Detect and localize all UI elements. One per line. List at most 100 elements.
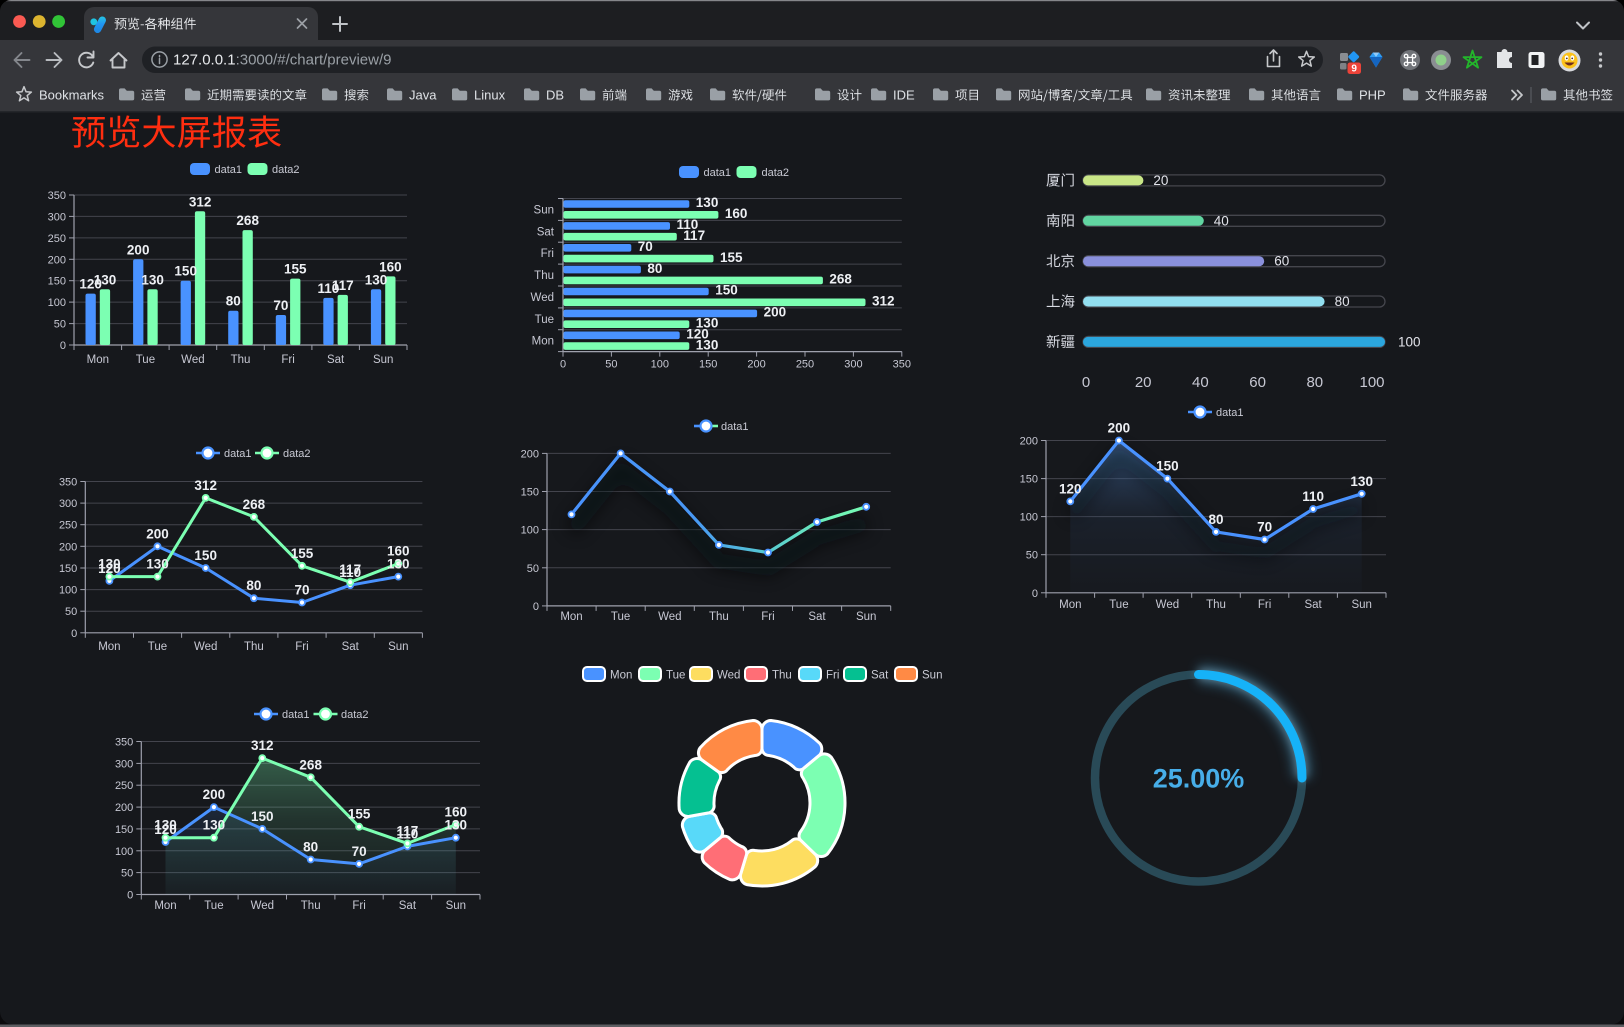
svg-text:Fri: Fri <box>826 670 839 682</box>
svg-text:130: 130 <box>696 315 719 330</box>
svg-text:PHP: PHP <box>1359 88 1386 103</box>
svg-text:0: 0 <box>1032 588 1038 600</box>
svg-text:60: 60 <box>1249 374 1266 391</box>
svg-text:Mon: Mon <box>87 354 109 366</box>
svg-text:70: 70 <box>638 239 653 254</box>
svg-text:Thu: Thu <box>709 611 729 623</box>
svg-text:Wed: Wed <box>181 354 204 366</box>
svg-text:150: 150 <box>1156 459 1179 474</box>
svg-text:Mon: Mon <box>1059 599 1081 611</box>
svg-text:Fri: Fri <box>761 611 774 623</box>
svg-text:Tue: Tue <box>1109 599 1128 611</box>
svg-text:Sat: Sat <box>871 670 889 682</box>
svg-text:110: 110 <box>677 217 699 232</box>
svg-text:Tue: Tue <box>666 670 685 682</box>
svg-text:200: 200 <box>203 787 226 802</box>
svg-text:80: 80 <box>647 261 662 276</box>
svg-text:200: 200 <box>764 305 787 320</box>
svg-text:150: 150 <box>1020 474 1038 486</box>
svg-text:Wed: Wed <box>194 641 217 653</box>
svg-text:150: 150 <box>715 283 738 298</box>
svg-text:data1: data1 <box>704 167 732 179</box>
svg-text:350: 350 <box>893 359 911 371</box>
svg-text:268: 268 <box>829 272 852 287</box>
svg-text:110: 110 <box>397 826 419 841</box>
svg-text:110: 110 <box>1302 489 1324 504</box>
svg-text:350: 350 <box>115 737 133 749</box>
svg-text:130: 130 <box>203 818 226 833</box>
svg-text:data1: data1 <box>224 448 252 460</box>
svg-text:70: 70 <box>273 298 288 313</box>
svg-text:Fri: Fri <box>295 641 308 653</box>
svg-text:Thu: Thu <box>244 641 264 653</box>
svg-text:70: 70 <box>352 844 367 859</box>
svg-text:0: 0 <box>127 890 133 902</box>
svg-text:350: 350 <box>48 190 66 202</box>
svg-text:Mon: Mon <box>560 611 582 623</box>
svg-text:Fri: Fri <box>352 900 365 912</box>
svg-text:Wed: Wed <box>1156 599 1179 611</box>
svg-text:130: 130 <box>365 272 388 287</box>
svg-text:117: 117 <box>339 562 361 577</box>
svg-text:110: 110 <box>318 281 340 296</box>
svg-text:130: 130 <box>1350 474 1373 489</box>
svg-text:data1: data1 <box>721 421 749 433</box>
svg-text:Mon: Mon <box>610 670 632 682</box>
svg-text:130: 130 <box>696 337 719 352</box>
svg-text:25.00%: 25.00% <box>1153 764 1245 794</box>
svg-text:IDE: IDE <box>893 88 915 103</box>
svg-text:Sun: Sun <box>922 670 942 682</box>
svg-text:100: 100 <box>59 585 77 597</box>
svg-text:data2: data2 <box>272 164 300 176</box>
svg-text:250: 250 <box>48 233 66 245</box>
svg-text:data2: data2 <box>341 709 369 721</box>
svg-text:312: 312 <box>251 738 274 753</box>
svg-text:130: 130 <box>141 272 164 287</box>
svg-text:Sat: Sat <box>537 226 555 238</box>
svg-text:Sun: Sun <box>446 900 466 912</box>
svg-text:Tue: Tue <box>136 354 155 366</box>
svg-text:312: 312 <box>189 194 212 209</box>
svg-text:DB: DB <box>546 88 564 103</box>
svg-text:0: 0 <box>533 601 539 613</box>
svg-text:110: 110 <box>339 565 361 580</box>
svg-text:80: 80 <box>1335 294 1350 309</box>
svg-text:150: 150 <box>699 359 717 371</box>
svg-text:Sat: Sat <box>808 611 826 623</box>
svg-text:50: 50 <box>121 868 133 880</box>
svg-text:250: 250 <box>115 780 133 792</box>
svg-text:130: 130 <box>94 272 117 287</box>
svg-text:268: 268 <box>243 497 266 512</box>
svg-text:80: 80 <box>1208 512 1223 527</box>
svg-text:Sat: Sat <box>1304 599 1322 611</box>
svg-text:9: 9 <box>1351 64 1357 75</box>
svg-text:312: 312 <box>194 478 217 493</box>
svg-text:300: 300 <box>115 758 133 770</box>
svg-text:data2: data2 <box>762 167 790 179</box>
svg-text:70: 70 <box>1257 520 1272 535</box>
svg-text:0: 0 <box>60 340 66 352</box>
svg-text:268: 268 <box>236 213 259 228</box>
svg-text:Thu: Thu <box>301 900 321 912</box>
svg-text:300: 300 <box>59 498 77 510</box>
svg-text:117: 117 <box>332 278 354 293</box>
svg-text:Sat: Sat <box>399 900 417 912</box>
svg-text:200: 200 <box>48 254 66 266</box>
svg-text:155: 155 <box>284 262 307 277</box>
svg-text:data1: data1 <box>215 164 243 176</box>
svg-text:100: 100 <box>1020 512 1038 524</box>
svg-text:70: 70 <box>294 583 309 598</box>
svg-text:300: 300 <box>48 211 66 223</box>
svg-text:50: 50 <box>527 563 539 575</box>
svg-text:100: 100 <box>1359 374 1384 391</box>
svg-text:100: 100 <box>521 525 539 537</box>
svg-text:160: 160 <box>387 544 410 559</box>
svg-text:Linux: Linux <box>474 88 506 103</box>
svg-text:100: 100 <box>115 846 133 858</box>
svg-text:80: 80 <box>303 840 318 855</box>
svg-text:Mon: Mon <box>532 336 554 348</box>
svg-text:155: 155 <box>291 546 314 561</box>
svg-text:120: 120 <box>1059 481 1082 496</box>
svg-text:200: 200 <box>1020 436 1038 448</box>
svg-text:155: 155 <box>720 250 743 265</box>
